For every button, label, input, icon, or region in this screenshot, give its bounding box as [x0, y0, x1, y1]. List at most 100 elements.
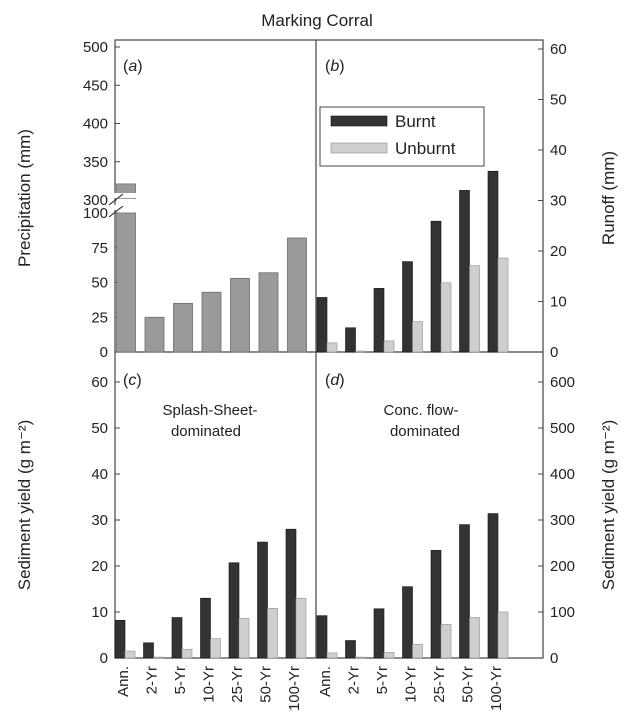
- panel-c-x-category-label: 2-Yr: [144, 666, 161, 694]
- panel-c-bar-burnt: [200, 597, 211, 659]
- panel-c-y-axis-title: Sediment yield (g m⁻²): [15, 420, 34, 591]
- panel-c-bar-unburnt: [295, 597, 307, 659]
- panel-a-y-tick-label: 0: [100, 344, 108, 361]
- panel-a-y-tick-label: 50: [91, 275, 108, 292]
- panel-b-bar-burnt: [373, 288, 385, 353]
- panel-a-y-tick-label: 300: [83, 192, 108, 209]
- panel-c-bar-burnt: [114, 619, 126, 659]
- panel-c-y-tick-label: 40: [91, 466, 108, 483]
- axis-break-gap: [109, 205, 149, 210]
- panel-c-label: (c): [123, 372, 142, 389]
- panel-b-bar-burnt: [487, 170, 499, 353]
- panel-c-annotation: dominated: [171, 423, 241, 440]
- bar-precipitation: [230, 277, 250, 353]
- panel-d-bar-unburnt: [355, 656, 366, 659]
- panel-a-y-tick-label: 500: [83, 39, 108, 56]
- bar-precipitation: [173, 302, 193, 353]
- bar-break-gap: [117, 199, 147, 206]
- panel-c-bar-unburnt: [210, 638, 221, 659]
- panel-d-bar-burnt: [402, 586, 413, 659]
- panel-d-y-tick-label: 0: [550, 650, 558, 667]
- legend-label-burnt: Burnt: [395, 112, 436, 131]
- legend-swatch-burnt: [330, 115, 388, 127]
- panel-c-x-category-label: 50-Yr: [258, 666, 275, 703]
- panel-d-bar-unburnt: [469, 617, 480, 659]
- axis-break-line: [108, 193, 124, 206]
- panel-c-y-tick-label: 60: [91, 374, 108, 391]
- panel-d-x-category-label: 2-Yr: [346, 666, 363, 694]
- panel-d-y-tick-label: 400: [550, 466, 575, 483]
- panel-a-label: (a): [123, 58, 143, 75]
- panel-d-y-tick-label: 300: [550, 512, 575, 529]
- panel-c-x-category-label: 5-Yr: [172, 666, 189, 694]
- bar-precipitation: [201, 291, 222, 353]
- panel-b-y-tick-label: 10: [550, 294, 567, 311]
- panel-b-bar-unburnt: [355, 350, 366, 353]
- panel-c-annotation: Splash-Sheet-: [162, 402, 257, 419]
- panel-c-y-tick-label: 10: [91, 604, 108, 621]
- panel-c-bar-burnt: [171, 617, 183, 659]
- panel-c-bar-unburnt: [238, 618, 250, 659]
- panel-c-bar-burnt: [285, 528, 297, 659]
- panel-b-bar-unburnt: [326, 342, 338, 353]
- panel-b-bar-unburnt: [469, 265, 480, 353]
- panel-d-y-tick-label: 600: [550, 374, 575, 391]
- panel-d-x-category-label: Ann.: [317, 666, 334, 697]
- panel-b-y-tick-label: 30: [550, 193, 567, 210]
- panel-b-bar-unburnt: [383, 340, 395, 353]
- panel-d-y-axis-title: Sediment yield (g m⁻²): [599, 420, 618, 591]
- panel-c-bar-burnt: [143, 642, 154, 659]
- panel-b-label: (b): [325, 58, 345, 75]
- panel-d-bar-burnt: [316, 615, 328, 659]
- axis-break-gap: [109, 193, 149, 198]
- panel-d-bar-burnt: [373, 608, 385, 659]
- panel-d-y-tick-label: 200: [550, 558, 575, 575]
- panel-b-bar-burnt: [316, 297, 328, 353]
- panel-c-bar-unburnt: [181, 648, 193, 659]
- panel-d-bar-burnt: [459, 524, 470, 659]
- panel-d-bar-burnt: [430, 550, 442, 659]
- panel-d-bar-unburnt: [497, 611, 509, 659]
- panel-d-bar-burnt: [345, 640, 356, 659]
- panel-a-y-tick-label: 100: [83, 205, 108, 222]
- legend-label-unburnt: Unburnt: [395, 139, 456, 158]
- legend-swatch-unburnt: [330, 142, 388, 154]
- panel-d-bar-burnt: [487, 513, 499, 659]
- panel-a-y-tick-label: 25: [91, 309, 108, 326]
- bar-precipitation: [258, 272, 279, 353]
- panel-c-bar-unburnt: [153, 656, 164, 659]
- panel-d-bar-unburnt: [326, 652, 338, 659]
- bar-precipitation: [287, 237, 307, 353]
- panel-d-bar-unburnt: [383, 652, 395, 659]
- panel-c-y-tick-label: 0: [100, 650, 108, 667]
- panel-d-bar-unburnt: [412, 643, 423, 659]
- panel-d-annotation: Conc. flow-: [383, 402, 458, 419]
- panel-c-bar-burnt: [228, 562, 240, 659]
- panel-d-annotation: dominated: [390, 423, 460, 440]
- panel-d-bar-unburnt: [440, 624, 452, 659]
- axis-break-line: [108, 205, 124, 218]
- panel-c-y-tick-label: 30: [91, 512, 108, 529]
- panel-c-y-tick-label: 20: [91, 558, 108, 575]
- panel-b-y-axis-title: Runoff (mm): [599, 151, 618, 245]
- panel-a-y-tick-label: 350: [83, 154, 108, 171]
- chart-title: Marking Corral: [261, 11, 372, 30]
- panel-c-y-tick-label: 50: [91, 420, 108, 437]
- panel-b-bar-burnt: [402, 261, 413, 353]
- panel-a-y-tick-label: 75: [91, 240, 108, 257]
- legend: Burnt Unburnt: [319, 106, 485, 167]
- panel-d-x-category-label: 25-Yr: [431, 666, 448, 703]
- panel-b-y-tick-label: 40: [550, 142, 567, 159]
- panel-a-y-axis-title: Precipitation (mm): [15, 129, 34, 267]
- panel-c-bar-unburnt: [267, 608, 278, 659]
- panel-c-x-category-label: 100-Yr: [286, 666, 303, 711]
- panel-a-y-tick-label: 450: [83, 77, 108, 94]
- panel-b-bar-unburnt: [412, 321, 423, 353]
- panel-c-bar-burnt: [257, 541, 268, 659]
- axis-break: [108, 193, 149, 218]
- bar-precipitation: [144, 316, 165, 353]
- panel-d-x-category-label: 10-Yr: [403, 666, 420, 703]
- panel-c-x-category-label: 10-Yr: [201, 666, 218, 703]
- panel-d-y-tick-label: 100: [550, 604, 575, 621]
